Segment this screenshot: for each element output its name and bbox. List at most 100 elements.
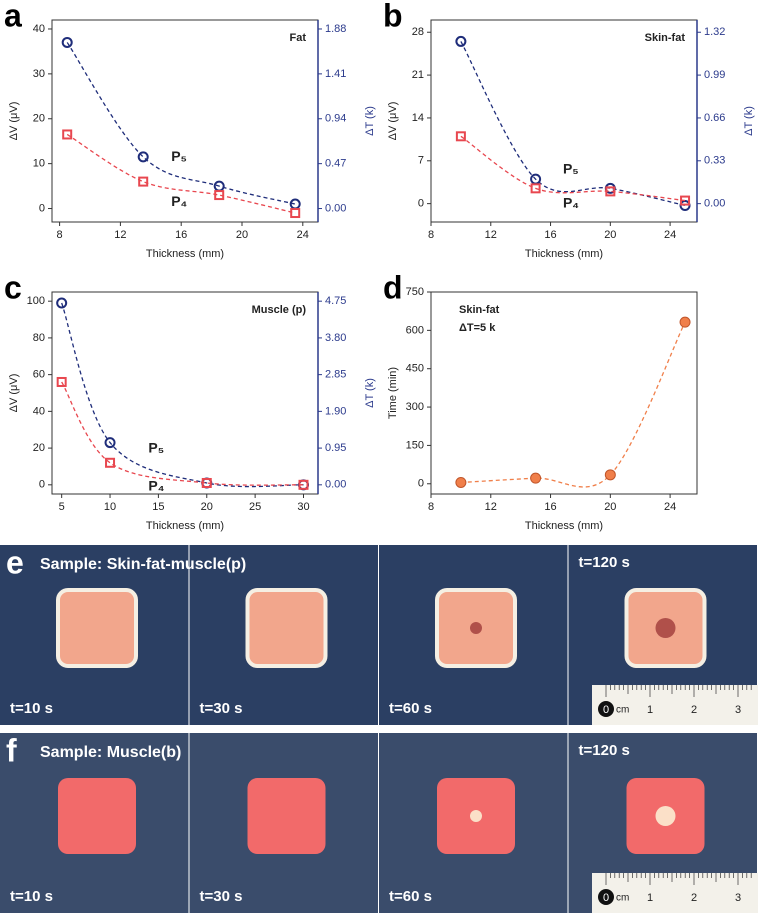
y-tick-label: 14 — [412, 112, 424, 124]
heat-spot — [470, 622, 482, 634]
fit-curve — [66, 133, 296, 214]
y-tick-label: 20 — [33, 113, 45, 125]
sample — [247, 778, 326, 854]
x-tick-label: 20 — [236, 229, 248, 241]
y-tick-label: 600 — [406, 324, 424, 336]
frame-time: t=30 s — [200, 888, 243, 905]
x-tick-label: 16 — [544, 229, 556, 241]
y-tick-label: 0 — [39, 202, 45, 214]
y-axis-label: ΔV (μV) — [8, 102, 20, 141]
heat-spot — [655, 806, 676, 826]
y2-tick-label: 0.94 — [325, 113, 346, 125]
ruler-zero — [598, 889, 614, 905]
y-tick-label: 7 — [418, 155, 424, 167]
y2-tick-label: 0.00 — [704, 198, 725, 210]
y-tick-label: 450 — [406, 363, 424, 375]
point — [201, 477, 212, 488]
plot-frame — [430, 291, 698, 495]
fit-curve — [460, 321, 686, 488]
y2-axis-label: ΔT (k) — [364, 106, 376, 136]
y-tick-label: 750 — [406, 286, 424, 298]
frame-time: t=60 s — [389, 888, 432, 905]
fit-curve — [66, 42, 296, 205]
y-tick-label: 21 — [412, 69, 424, 81]
panel-letter: f — [6, 733, 17, 768]
y-tick-label: 150 — [406, 439, 424, 451]
y2-tick-label: 0.00 — [325, 202, 346, 214]
chart-title: Skin-fat — [645, 32, 686, 44]
frame-time: t=120 s — [579, 554, 630, 571]
fit-curve — [460, 41, 686, 207]
y2-tick-label: 1.32 — [704, 26, 725, 38]
point — [530, 472, 542, 484]
point — [138, 176, 149, 187]
ruler-unit: cm — [616, 705, 629, 716]
x-tick-label: 30 — [297, 501, 309, 513]
x-tick-label: 12 — [114, 229, 126, 241]
y2-tick-label: 1.90 — [325, 405, 346, 417]
y2-tick-label: 0.66 — [704, 112, 725, 124]
fit-curve — [460, 135, 686, 202]
x-tick-label: 20 — [604, 501, 616, 513]
x-axis-label: Thickness (mm) — [525, 248, 603, 260]
point — [214, 190, 225, 201]
y2-axis-label: ΔT (k) — [364, 378, 376, 408]
point — [679, 316, 691, 328]
frame-time: t=120 s — [579, 742, 630, 759]
x-tick-label: 16 — [175, 229, 187, 241]
y-tick-label: 28 — [412, 26, 424, 38]
frame-time: t=60 s — [389, 700, 432, 717]
sample — [58, 778, 136, 854]
sample-label: Sample: Muscle(b) — [40, 744, 181, 761]
x-axis-label: Thickness (mm) — [146, 520, 224, 532]
ruler — [592, 873, 758, 913]
sample — [245, 588, 328, 668]
y-tick-label: 30 — [33, 68, 45, 80]
x-tick-label: 16 — [544, 501, 556, 513]
ruler-label: 1 — [647, 704, 653, 716]
panel-letter: c — [4, 272, 22, 305]
sample — [56, 588, 138, 668]
panel-letter: b — [383, 0, 403, 33]
y-tick-label: 10 — [33, 158, 45, 170]
chart-a: a 8 12 16 20 24 0 10 20 30 40 0.00 0.47 0.94 1.41 1.88 Δ… — [4, 0, 376, 260]
chart-d: d 8 12 16 20 24 0 150 300 450 600 750 Thickness (mm)… — [383, 272, 698, 532]
plot-frame — [51, 19, 319, 223]
point — [455, 35, 467, 47]
point — [289, 198, 301, 210]
x-tick-label: 5 — [59, 501, 65, 513]
y-tick-label: 40 — [33, 23, 45, 35]
ruler-zero — [598, 701, 614, 717]
plot-frame — [430, 19, 698, 223]
x-tick-label: 10 — [104, 501, 116, 513]
series-label: P₄ — [171, 193, 187, 209]
chart-b: b 8 12 16 20 24 0 7 14 21 28 0.00 0.33 0.66 0.99 1.32 ΔT… — [383, 0, 755, 260]
ruler-label: 1 — [647, 892, 653, 904]
point — [604, 469, 616, 481]
chart-c: c 5 10 15 20 25 30 0 20 40 60 80 100 0.00 0.95 1.90 2.85… — [4, 272, 376, 532]
fit-curve — [61, 381, 304, 486]
ruler — [592, 685, 758, 725]
x-tick-label: 20 — [604, 229, 616, 241]
chart-title: Skin-fat — [459, 304, 500, 316]
point — [56, 297, 68, 309]
photo-f: t=10 s t=30 s t=60 s t=120 s f Sample: Muscle… — [0, 733, 758, 913]
ruler-label: 3 — [735, 704, 741, 716]
panel-letter: d — [383, 272, 403, 305]
y2-tick-label: 0.47 — [325, 158, 346, 170]
y-axis-label: ΔV (μV) — [8, 374, 20, 413]
point — [680, 195, 691, 206]
y-tick-label: 80 — [33, 332, 45, 344]
x-tick-label: 24 — [664, 501, 676, 513]
frame-time: t=10 s — [10, 888, 53, 905]
point — [605, 186, 616, 197]
y-tick-label: 100 — [27, 295, 45, 307]
point — [137, 151, 149, 163]
ruler-label: 2 — [691, 892, 697, 904]
y2-tick-label: 4.75 — [325, 295, 346, 307]
plot-frame — [51, 291, 319, 495]
panel-letter: a — [4, 0, 22, 33]
y2-tick-label: 0.95 — [325, 442, 346, 454]
series-label: P₅ — [563, 160, 579, 176]
